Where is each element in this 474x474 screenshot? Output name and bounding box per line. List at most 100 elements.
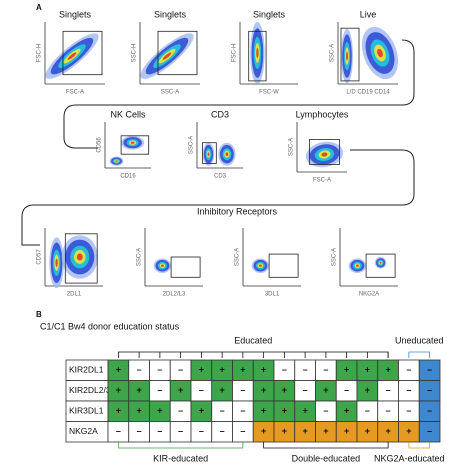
- cell-value: +: [344, 406, 349, 416]
- cell-value: +: [116, 406, 121, 416]
- event-density: [356, 264, 359, 267]
- bracket: [408, 351, 431, 358]
- gate: [268, 253, 299, 278]
- cell-value: +: [406, 426, 411, 436]
- connector: [63, 39, 415, 149]
- x-axis-label: FSC-A: [313, 178, 331, 184]
- cell-value: +: [116, 365, 121, 375]
- cell-value: –: [386, 406, 391, 416]
- cell-value: +: [385, 426, 390, 436]
- cell-value: –: [344, 385, 349, 395]
- row-label: KIR2DL1: [69, 365, 104, 375]
- bracket: [263, 442, 389, 449]
- cell-value: –: [406, 406, 411, 416]
- cell-value: +: [344, 426, 349, 436]
- x-axis-label: 2DL2/L3: [163, 292, 186, 298]
- row-label: KIR3DL1: [69, 406, 104, 416]
- subset-label: Double-educated: [292, 453, 361, 463]
- x-axis-label: 3DL1: [265, 292, 280, 298]
- cell-value: –: [427, 365, 432, 375]
- cell-value: +: [116, 385, 121, 395]
- event-density: [161, 264, 164, 267]
- cell-value: +: [323, 426, 328, 436]
- bracket: [408, 442, 431, 449]
- cell-value: –: [406, 365, 411, 375]
- gate: [365, 253, 396, 278]
- x-axis-label: CD3: [214, 174, 227, 180]
- event-density: [256, 48, 259, 58]
- gate: [64, 233, 98, 284]
- event-density: [225, 152, 229, 157]
- cell-value: +: [261, 365, 266, 375]
- cell-value: –: [427, 385, 432, 395]
- y-axis-label: SSC-A: [332, 248, 338, 266]
- y-axis-label: CD57: [37, 249, 43, 265]
- event-density: [207, 152, 210, 157]
- y-axis-label: SSC-A: [137, 248, 143, 266]
- cell-value: +: [323, 385, 328, 395]
- cell-value: –: [386, 385, 391, 395]
- cell-value: +: [261, 426, 266, 436]
- cell-value: –: [220, 406, 225, 416]
- plot-title: Lymphocytes: [296, 109, 349, 119]
- y-axis-label: CD56: [97, 137, 103, 153]
- plot-title: Singlets: [59, 9, 92, 19]
- cell-value: +: [282, 426, 287, 436]
- cell-value: +: [157, 406, 162, 416]
- cell-value: –: [157, 365, 162, 375]
- plot-title: CD3: [211, 109, 229, 119]
- cell-value: +: [282, 406, 287, 416]
- cell-value: +: [240, 365, 245, 375]
- cell-value: –: [199, 426, 204, 436]
- cell-value: +: [365, 426, 370, 436]
- cell-value: +: [178, 385, 183, 395]
- connector: [21, 149, 415, 246]
- gate: [340, 27, 360, 82]
- cell-value: –: [178, 426, 183, 436]
- subset-label: NKG2A-educated: [374, 453, 445, 463]
- x-axis-label: FSC-W: [259, 90, 279, 96]
- x-axis-label: 2DL1: [67, 292, 82, 298]
- y-axis-label: SSC-H: [132, 44, 138, 63]
- cell-value: –: [157, 426, 162, 436]
- event-density: [55, 258, 58, 267]
- cell-value: +: [302, 426, 307, 436]
- cell-value: –: [323, 365, 328, 375]
- cell-value: +: [385, 365, 390, 375]
- bracket: [117, 442, 244, 449]
- panel-label: B: [36, 310, 42, 319]
- bracket: [117, 351, 389, 358]
- event-density: [346, 51, 348, 61]
- cell-value: +: [344, 365, 349, 375]
- plot-title: Singlets: [253, 9, 286, 19]
- cell-value: –: [240, 426, 245, 436]
- subset-label: KIR-educated: [153, 453, 208, 463]
- event-density: [379, 261, 382, 264]
- x-axis-label: L/D CD19 CD14: [346, 90, 390, 96]
- cell-value: –: [178, 406, 183, 416]
- cell-value: +: [219, 385, 224, 395]
- x-axis-label: SSC-A: [161, 90, 179, 96]
- cell-value: +: [199, 406, 204, 416]
- gate: [248, 30, 267, 82]
- row-label: NKG2A: [69, 426, 98, 436]
- cell-value: –: [303, 385, 308, 395]
- event-density: [162, 52, 172, 60]
- event-density: [115, 160, 118, 162]
- cell-value: –: [220, 426, 225, 436]
- cell-value: –: [199, 385, 204, 395]
- cell-value: –: [365, 406, 370, 416]
- cell-value: –: [137, 426, 142, 436]
- cell-value: –: [303, 365, 308, 375]
- cell-value: –: [157, 385, 162, 395]
- cell-value: –: [178, 365, 183, 375]
- gate: [157, 30, 198, 76]
- group-label: Uneducated: [395, 335, 444, 345]
- cell-value: +: [302, 406, 307, 416]
- gate: [120, 135, 150, 155]
- cell-value: –: [240, 385, 245, 395]
- cell-value: –: [323, 406, 328, 416]
- plot-title: Singlets: [154, 9, 187, 19]
